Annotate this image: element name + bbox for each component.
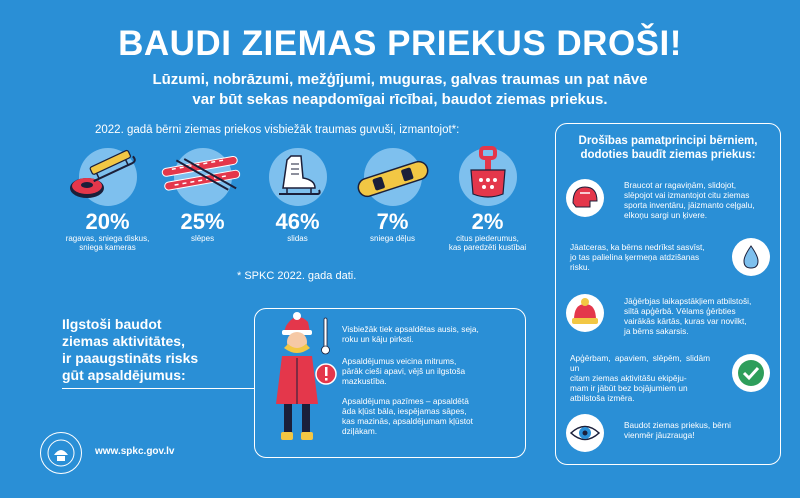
text-line: vienmēr jāuzrauga! — [624, 430, 764, 440]
frostbite-paragraph-3: Apsaldējuma pazīmes – apsaldētā āda kļūs… — [342, 396, 512, 436]
text-line: Braucot ar ragaviņām, slidojot, — [624, 180, 764, 190]
snow-scoop-icon — [459, 148, 517, 206]
winter-hat-icon — [566, 294, 604, 332]
stat-percent: 20% — [60, 210, 155, 234]
stat-item-skis: 25% slēpes — [155, 148, 250, 243]
safety-rules-box: Drošības pamatprincipi bērniem, dodoties… — [555, 123, 781, 465]
rule-4-text: Apģērbam, apaviem, slēpēm, slidām un cit… — [570, 353, 710, 403]
stat-label: kas paredzēti kustībai — [440, 243, 535, 252]
text-line: jo tas palielina ķermeņa atdzišanas — [570, 252, 710, 262]
heading-line: dodoties baudīt ziemas priekus: — [556, 148, 780, 162]
stat-percent: 46% — [250, 210, 345, 234]
rule-3-text: Jāģērbjas laikapstākļiem atbilstoši, sil… — [624, 296, 764, 336]
text-line: Visbiežāk tiek apsaldētas ausis, seja, — [342, 324, 512, 334]
eye-icon — [566, 414, 604, 452]
text-line: vairākās kārtās, kuras var novilkt, — [624, 316, 764, 326]
rule-1-text: Braucot ar ragaviņām, slidojot, slēpojot… — [624, 180, 764, 220]
text-line: Jāģērbjas laikapstākļiem atbilstoši, — [624, 296, 764, 306]
stat-percent: 7% — [345, 210, 440, 234]
heading-line: Drošības pamatprincipi bērniem, — [556, 134, 780, 148]
text-line: kas mazinās, apsaldējumam kļūstot — [342, 416, 512, 426]
heading-line: gūt apsaldējumus: — [62, 367, 252, 384]
stat-percent: 2% — [440, 210, 535, 234]
text-line: pārāk cieši apavi, vējš un ilgstoša — [342, 366, 512, 376]
stat-item-skates: 46% slidas — [250, 148, 345, 243]
text-line: Apsaldējumus veicina mitrums, — [342, 356, 512, 366]
text-line: risku. — [570, 262, 710, 272]
stat-label: ragavas, sniega diskus, — [60, 234, 155, 243]
subtitle-line: var būt sekas neapdomīgai rīcībai, baudo… — [0, 90, 800, 110]
text-line: mazkustība. — [342, 376, 512, 386]
text-line: dziļākam. — [342, 426, 512, 436]
source-note: * SPKC 2022. gada dati. — [237, 270, 356, 282]
stat-label: slēpes — [155, 234, 250, 243]
sled-icon — [79, 148, 137, 206]
heading-line: Ilgstoši baudot — [62, 316, 252, 333]
subtitle-line: Lūzumi, nobrāzumi, mežģījumi, muguras, g… — [0, 70, 800, 90]
stat-percent: 25% — [155, 210, 250, 234]
text-line: siltā apģērbā. Vēlams ģērbties — [624, 306, 764, 316]
subtitle: Lūzumi, nobrāzumi, mežģījumi, muguras, g… — [0, 70, 800, 110]
text-line: Apsaldējuma pazīmes – apsaldētā — [342, 396, 512, 406]
page-title: BAUDI ZIEMAS PRIEKUS DROŠI! — [0, 24, 800, 64]
stat-label: citus piederumus, — [440, 234, 535, 243]
text-line: ja bērns sakarsis. — [624, 326, 764, 336]
text-line: slēpojot vai izmantojot citu ziemas — [624, 190, 764, 200]
text-line: elkoņu sargi un ķivere. — [624, 210, 764, 220]
spkc-logo — [40, 432, 82, 474]
text-line: atbilstoša izmēra. — [570, 393, 710, 403]
divider — [62, 388, 254, 389]
frostbite-paragraph-1: Visbiežāk tiek apsaldētas ausis, seja, r… — [342, 324, 512, 344]
rules-heading: Drošības pamatprincipi bērniem, dodoties… — [556, 134, 780, 162]
text-line: citam ziemas aktivitāšu ekipēju- — [570, 373, 710, 383]
text-line: roku un kāju pirksti. — [342, 334, 512, 344]
rule-2-text: Jāatceras, ka bērns nedrīkst sasvīst, jo… — [570, 242, 710, 272]
stat-label: sniega dēļus — [345, 234, 440, 243]
sweat-drop-icon — [732, 238, 770, 276]
text-line: mam ir jābūt bez bojājumiem un — [570, 383, 710, 393]
checkmark-icon — [732, 354, 770, 392]
text-line: Jāatceras, ka bērns nedrīkst sasvīst, — [570, 242, 710, 252]
text-line: sporta inventāru, jāizmanto ceļgalu, — [624, 200, 764, 210]
stat-item-other: 2% citus piederumus, kas paredzēti kustī… — [440, 148, 535, 252]
heading-line: ziemas aktivitātes, — [62, 333, 252, 350]
frostbite-heading: Ilgstoši baudot ziemas aktivitātes, ir p… — [62, 316, 252, 384]
injury-stats: 20% ragavas, sniega diskus, sniega kamer… — [60, 148, 530, 268]
stats-heading: 2022. gadā bērni ziemas priekos visbiežā… — [95, 124, 459, 136]
text-line: Baudot ziemas priekus, bērni — [624, 420, 764, 430]
stat-label: slidas — [250, 234, 345, 243]
footer-url[interactable]: www.spkc.gov.lv — [95, 446, 174, 457]
snowboard-icon — [364, 148, 422, 206]
text-line: āda kļūst bāla, iespējamas sāpes, — [342, 406, 512, 416]
heading-line: ir paaugstināts risks — [62, 350, 252, 367]
skate-icon — [269, 148, 327, 206]
stat-label: sniega kameras — [60, 243, 155, 252]
stat-item-snowboard: 7% sniega dēļus — [345, 148, 440, 243]
stat-item-sled: 20% ragavas, sniega diskus, sniega kamer… — [60, 148, 155, 252]
skis-icon — [174, 148, 232, 206]
rule-5-text: Baudot ziemas priekus, bērni vienmēr jāu… — [624, 420, 764, 440]
frostbite-paragraph-2: Apsaldējumus veicina mitrums, pārāk cieš… — [342, 356, 512, 386]
text-line: Apģērbam, apaviem, slēpēm, slidām un — [570, 353, 710, 373]
helmet-icon — [566, 179, 604, 217]
child-figure-icon — [268, 312, 338, 452]
